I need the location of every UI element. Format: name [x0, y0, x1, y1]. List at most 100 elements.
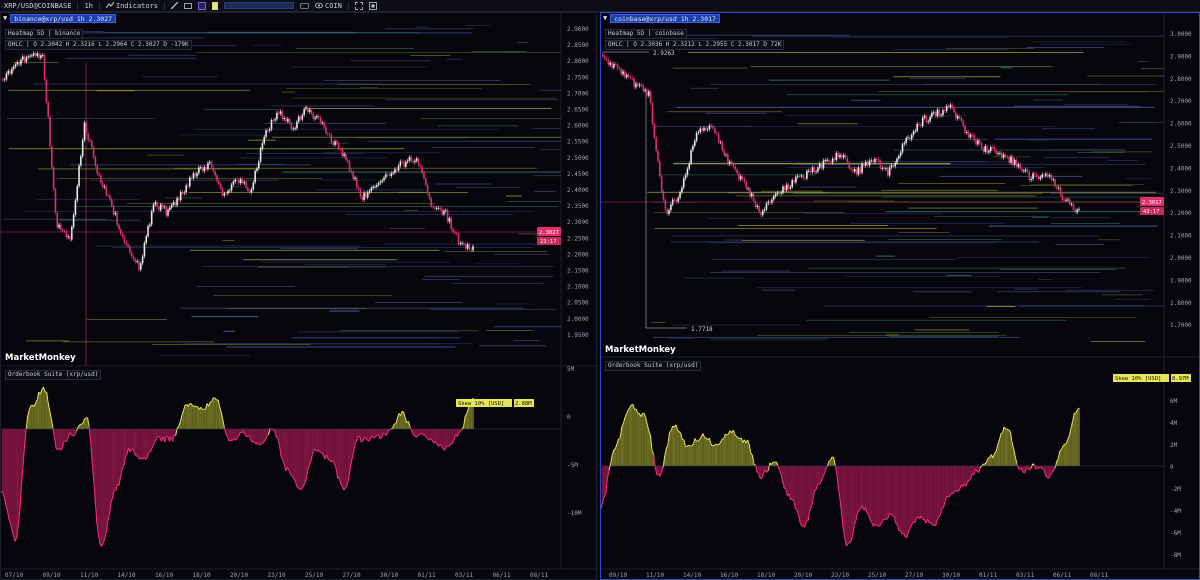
skew-line [775, 461, 779, 466]
candle-body [1015, 159, 1018, 167]
skew-line [855, 512, 859, 521]
symbol-selector[interactable]: XRP/USD@COINBASE [4, 2, 71, 10]
draw-button[interactable] [171, 2, 179, 9]
coin-button[interactable]: COIN [315, 2, 342, 10]
indicators-button[interactable]: Indicators [105, 2, 158, 10]
skew-line [249, 435, 252, 442]
price-axis-label: 2.5000 [1170, 143, 1192, 150]
candle-body [379, 181, 382, 184]
candle-body [363, 192, 365, 200]
skew-line [916, 516, 919, 519]
candle-body [325, 127, 327, 134]
candle-body [723, 150, 725, 156]
price-axis-label: 2.0500 [567, 300, 589, 307]
skew-line [767, 462, 771, 471]
skew-line [456, 432, 460, 437]
folder-button[interactable] [184, 2, 192, 9]
camera-button[interactable] [300, 2, 309, 9]
candle-body [192, 173, 195, 179]
skew-line [378, 434, 381, 440]
candle-body [1050, 174, 1053, 180]
panel-title[interactable]: coinbase@xrp/usd 1h 2.3017 [610, 13, 720, 23]
skew-line [146, 451, 150, 458]
candle-body [132, 256, 135, 260]
candle-body [1023, 170, 1025, 172]
skew-line [286, 467, 290, 471]
skew-line [847, 542, 850, 544]
skew-line [646, 424, 650, 431]
interval-selector[interactable]: 1h [84, 2, 92, 10]
candle-body [986, 145, 988, 153]
candle-body [156, 202, 158, 207]
chart-panel-binance[interactable]: 2.3027 23:17 2.9000 2.8500 2.8000 2.7500 2.700… [0, 12, 597, 580]
candle-body [245, 182, 247, 188]
snapshot-button[interactable] [368, 1, 377, 10]
candle-body [303, 108, 305, 115]
candle-body [281, 111, 284, 119]
panel-title[interactable]: binance@xrp/usd 1h 2.3027 [10, 13, 117, 23]
candle-body [41, 55, 44, 56]
fullscreen-button[interactable] [354, 1, 363, 10]
skew-line [653, 454, 656, 467]
candle-body [795, 176, 797, 183]
skew-line [943, 500, 946, 508]
skew-line [634, 408, 637, 411]
skew-line [876, 525, 879, 527]
candle-body [1056, 186, 1058, 189]
skew-line [283, 463, 287, 472]
candle-body [864, 161, 867, 166]
candle-body [831, 158, 834, 163]
candle-body [76, 186, 79, 201]
skew-line [298, 487, 301, 490]
candle-body [452, 228, 454, 232]
skew-line [115, 484, 118, 491]
skew-line [375, 434, 378, 438]
candle-body [787, 184, 790, 189]
candle-body [434, 207, 436, 209]
skew-line [661, 467, 664, 473]
candle-body [161, 204, 164, 208]
skew-line [1059, 448, 1062, 452]
color-swatch-yellow[interactable] [212, 1, 219, 10]
candle-body [1065, 199, 1067, 201]
skew-value: 2.88M [515, 401, 532, 407]
candle-body [1043, 174, 1045, 176]
skew-line [94, 503, 98, 524]
skew-line [394, 423, 397, 425]
skew-line [632, 404, 635, 410]
candle-body [638, 84, 641, 86]
skew-line [981, 463, 984, 467]
countdown-value: 23:17 [540, 239, 557, 245]
skew-line [761, 473, 764, 479]
skew-line [683, 439, 686, 447]
skew-line [107, 513, 111, 521]
color-range-bar[interactable] [224, 2, 295, 9]
chart-panel-coinbase[interactable]: 2.3017 43:17 3.0000 2.9000 2.8000 2.7000 2.600… [600, 12, 1200, 580]
skew-line [136, 455, 139, 457]
panel-titlebar: ▼ coinbase@xrp/usd 1h 2.3017 [601, 13, 720, 23]
skew-line [458, 430, 461, 434]
skew-line [14, 536, 18, 542]
skew-line [694, 438, 698, 442]
coin-label: COIN [325, 1, 342, 10]
candle-body [901, 144, 904, 153]
skew-line [648, 430, 651, 436]
skew-line [975, 468, 978, 472]
skew-line [1051, 470, 1054, 473]
skew-line [957, 489, 960, 492]
price-axis-label: 3.0000 [1170, 31, 1192, 38]
color-swatch-purple[interactable] [198, 1, 207, 10]
skew-axis-label: -10M [567, 510, 582, 517]
candle-body [83, 122, 86, 141]
candle-body [158, 206, 160, 211]
skew-line [887, 513, 890, 519]
candle-body [297, 116, 300, 122]
chevron-down-icon[interactable]: ▼ [603, 14, 608, 22]
chart-canvas-coinbase[interactable]: 2.3017 43:17 3.0000 2.9000 2.8000 2.7000 2.600… [601, 13, 1200, 580]
skew-line [44, 391, 47, 393]
candle-body [1072, 204, 1075, 210]
chart-canvas-binance[interactable]: 2.3027 23:17 2.9000 2.8500 2.8000 2.7500 2.700… [1, 13, 597, 580]
skew-line [815, 483, 819, 490]
candle-body [820, 163, 823, 169]
chevron-down-icon[interactable]: ▼ [3, 14, 8, 22]
